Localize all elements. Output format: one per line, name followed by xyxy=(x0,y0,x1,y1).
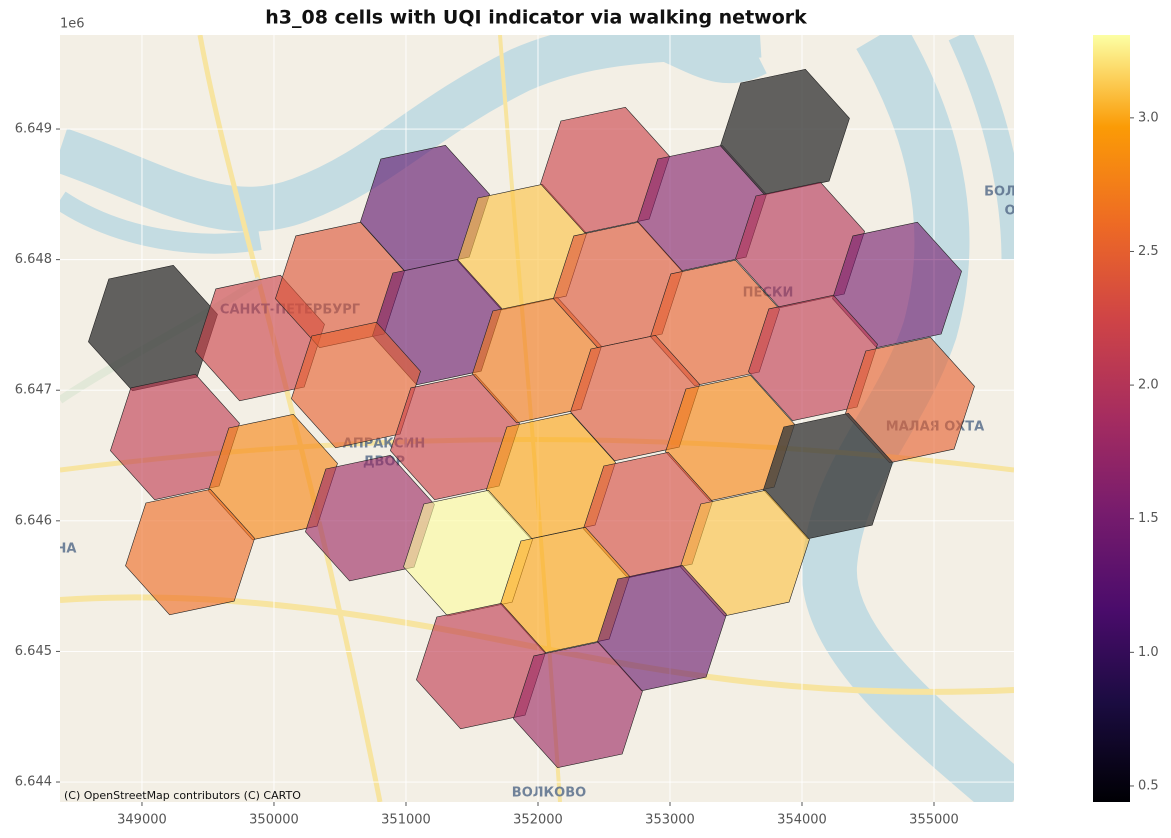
x-tick-label: 352000 xyxy=(513,813,563,828)
colorbar-tick-label: 1.5 xyxy=(1138,511,1159,526)
y-tick-label: 6.648 xyxy=(15,252,52,267)
y-tick-label: 6.647 xyxy=(15,383,52,398)
cells xyxy=(88,68,975,769)
map-label: О xyxy=(1004,204,1015,219)
y-tick-label: 6.649 xyxy=(15,122,52,137)
colorbar-tick-label: 2.0 xyxy=(1138,378,1159,393)
x-tick-label: 354000 xyxy=(777,813,827,828)
chart-title: h3_08 cells with UQI indicator via walki… xyxy=(265,7,807,29)
hex-cell xyxy=(597,564,727,692)
hex-cell xyxy=(720,68,850,196)
hex-cell xyxy=(513,641,643,769)
colorbar-tick-label: 0.5 xyxy=(1138,778,1159,793)
colorbar-tick-label: 3.0 xyxy=(1138,110,1159,125)
colorbar-tick-label: 1.0 xyxy=(1138,645,1159,660)
attribution: (C) OpenStreetMap contributors (C) CARTO xyxy=(64,789,301,802)
map-label: НА xyxy=(56,542,77,557)
hex-cell xyxy=(125,488,255,616)
x-tick-label: 353000 xyxy=(645,813,695,828)
y-tick-label: 6.646 xyxy=(15,513,52,528)
colorbar-tick-label: 2.5 xyxy=(1138,244,1159,259)
x-tick-label: 355000 xyxy=(909,813,959,828)
map-label: БОЛ xyxy=(984,185,1016,200)
x-tick-label: 350000 xyxy=(249,813,299,828)
x-tick-label: 349000 xyxy=(117,813,167,828)
hex-cell xyxy=(763,412,893,540)
y-offset-label: 1e6 xyxy=(60,17,85,32)
x-tick-label: 351000 xyxy=(381,813,431,828)
y-tick-label: 6.645 xyxy=(15,644,52,659)
map-label: ВОЛКОВО xyxy=(512,786,586,801)
y-tick-label: 6.644 xyxy=(15,775,52,790)
colorbar xyxy=(1093,35,1130,802)
